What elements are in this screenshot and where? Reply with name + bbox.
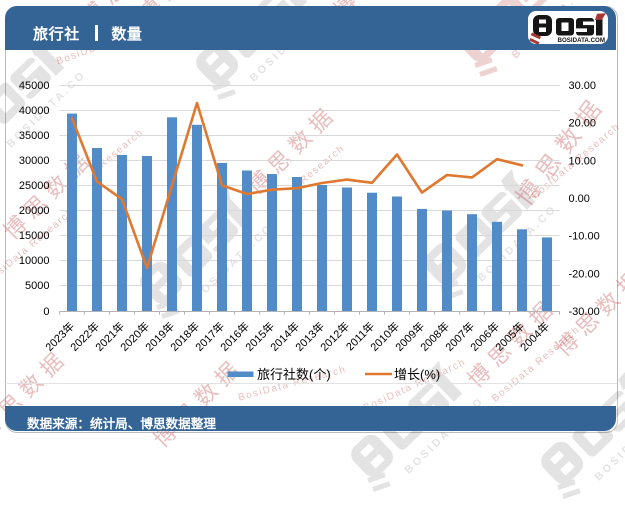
svg-text:25000: 25000	[19, 180, 50, 192]
svg-text:旅行社数(个): 旅行社数(个)	[257, 367, 331, 382]
svg-text:10000: 10000	[19, 255, 50, 267]
svg-text:30.00: 30.00	[569, 80, 597, 92]
svg-text:10.00: 10.00	[569, 155, 597, 167]
svg-text:30000: 30000	[19, 155, 50, 167]
svg-text:0: 0	[43, 306, 49, 318]
svg-text:45000: 45000	[19, 80, 50, 92]
svg-text:BOSIDATA.COM: BOSIDATA.COM	[558, 37, 606, 44]
svg-text:15000: 15000	[19, 230, 50, 242]
svg-text:5000: 5000	[25, 280, 49, 292]
svg-text:20000: 20000	[19, 205, 50, 217]
svg-text:增长(%): 增长(%)	[394, 367, 440, 382]
svg-text:-20.00: -20.00	[569, 268, 600, 280]
svg-text:-10.00: -10.00	[569, 231, 600, 243]
svg-text:-30.00: -30.00	[569, 306, 600, 318]
svg-text:40000: 40000	[19, 105, 50, 117]
svg-text:0.00: 0.00	[569, 193, 590, 205]
svg-text:35000: 35000	[19, 130, 50, 142]
svg-text:20.00: 20.00	[569, 118, 597, 130]
